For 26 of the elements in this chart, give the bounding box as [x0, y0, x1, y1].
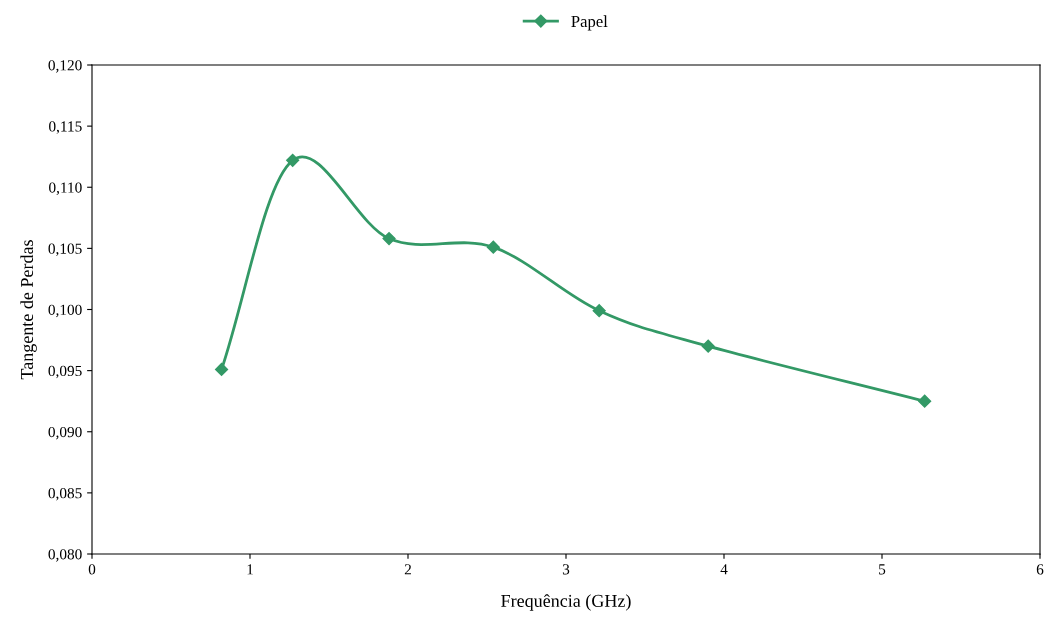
x-tick-label: 5: [879, 564, 886, 575]
point: [214, 362, 229, 376]
x-tick-label: 2: [404, 564, 411, 575]
point: [592, 304, 606, 318]
y-axis-title: Tangente de Perdas: [20, 240, 37, 380]
x-tick-label: 3: [562, 564, 570, 575]
y-tick-label: 0,115: [49, 121, 82, 134]
point: [918, 394, 932, 408]
y-tick-label: 0,100: [48, 304, 82, 318]
legend-label: Papel: [571, 15, 608, 31]
y-tick-label: 0,120: [48, 60, 82, 73]
y-tick-label: 0,090: [48, 426, 82, 440]
point: [382, 232, 396, 246]
point: [286, 153, 300, 167]
y-tick-label: 0,080: [48, 549, 82, 562]
point: [486, 240, 500, 254]
y-tick-label: 0,105: [48, 243, 82, 257]
x-tick-label: 1: [247, 564, 253, 575]
y-tick-label: 0,095: [48, 365, 82, 379]
x-tick-label: 6: [1036, 564, 1044, 575]
y-tick-label: 0,085: [48, 488, 82, 501]
x-axis-title: Frequência (GHz): [501, 594, 631, 611]
point: [701, 339, 715, 353]
x-tick-label: 4: [720, 564, 728, 575]
x-tick-label: 0: [88, 564, 96, 575]
y-tick-label: 0,110: [49, 182, 82, 195]
